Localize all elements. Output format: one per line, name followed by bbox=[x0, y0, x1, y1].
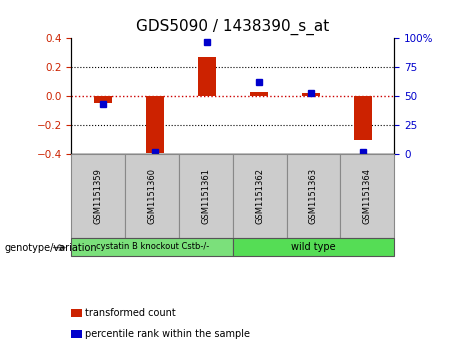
Bar bbox=[198, 57, 216, 96]
Bar bbox=[250, 92, 268, 96]
Text: GSM1151360: GSM1151360 bbox=[148, 168, 157, 224]
Text: wild type: wild type bbox=[291, 242, 336, 252]
Text: percentile rank within the sample: percentile rank within the sample bbox=[85, 329, 250, 339]
Bar bbox=[302, 93, 320, 96]
Text: GSM1151361: GSM1151361 bbox=[201, 168, 210, 224]
Text: cystatin B knockout Cstb-/-: cystatin B knockout Cstb-/- bbox=[95, 242, 209, 251]
Bar bbox=[94, 96, 112, 103]
Text: transformed count: transformed count bbox=[85, 307, 176, 318]
Text: GSM1151363: GSM1151363 bbox=[309, 168, 318, 224]
Text: GSM1151364: GSM1151364 bbox=[363, 168, 372, 224]
Text: genotype/variation: genotype/variation bbox=[5, 242, 97, 253]
Text: GSM1151362: GSM1151362 bbox=[255, 168, 264, 224]
Title: GDS5090 / 1438390_s_at: GDS5090 / 1438390_s_at bbox=[136, 19, 330, 35]
Bar bbox=[354, 96, 372, 140]
Bar bbox=[146, 96, 164, 153]
Text: GSM1151359: GSM1151359 bbox=[94, 168, 103, 224]
